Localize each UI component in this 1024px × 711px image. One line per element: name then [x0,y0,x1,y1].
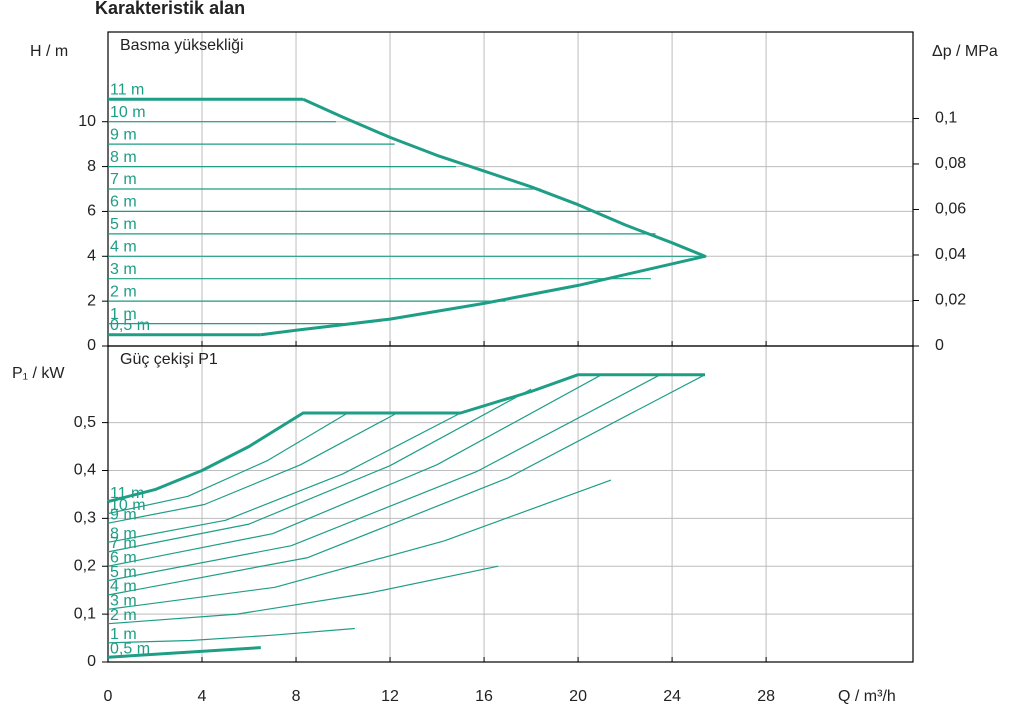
x-tick-label: 16 [475,688,493,705]
series-line [107,646,261,659]
x-tick-label: 8 [292,688,301,705]
series-label: 8 m [110,526,137,543]
series-line [107,373,705,504]
y-tick-label: 2 [87,292,96,309]
series-label: 4 m [110,239,137,256]
series-line [107,565,499,625]
series-line [260,97,707,337]
y2-tick-label: 0,06 [935,201,966,218]
series-label: 6 m [110,194,137,211]
y-tick-label: 6 [87,203,96,220]
series-label: 8 m [110,149,137,166]
y2-tick-label: 0,1 [935,110,957,127]
series-label: 0,5 m [110,317,150,334]
series-line [107,412,349,515]
y-tick-label: 0,1 [74,605,96,622]
series-label: 2 m [110,607,137,624]
y-tick-label: 4 [87,248,96,265]
series-label: 1 m [110,626,137,643]
series-label: 9 m [110,126,137,143]
y2-tick-label: 0,08 [935,155,966,172]
series-line [107,412,461,543]
series-line [107,412,398,524]
y-tick-label: 0,4 [74,462,96,479]
series-label: 3 m [110,261,137,278]
series-label: 10 m [110,104,146,121]
y2-tick-label: 0 [935,337,944,354]
x-tick-label: 28 [757,688,775,705]
series-label: 5 m [110,564,137,581]
series-label: 1 m [110,306,137,323]
y2-tick-label: 0,02 [935,292,966,309]
panel-label: Basma yüksekliği [120,37,244,54]
series-line [107,479,612,610]
chart-title: Karakteristik alan [95,0,245,18]
y2-tick-label: 0,04 [935,246,966,263]
x-axis-label: Q / m³/h [838,688,896,705]
x-tick-label: 24 [663,688,681,705]
y-tick-label: 8 [87,158,96,175]
series-label: 7 m [110,171,137,188]
y-axis-label: P₁ / kW [12,365,65,382]
series-label: 11 m [110,82,144,99]
series-label: 10 m [110,497,146,514]
series-label: 4 m [110,578,137,595]
series-line [107,374,706,596]
y2-axis-label: Δp / MPa [932,43,998,60]
series-label: 9 m [110,506,137,523]
series-line [107,374,661,582]
plot-frame [107,345,914,663]
series-line [107,627,355,644]
y-tick-label: 0,3 [74,510,96,527]
x-tick-label: 20 [569,688,587,705]
series-line [107,374,602,567]
y-tick-label: 0,5 [74,414,96,431]
y-tick-label: 10 [78,113,96,130]
series-label: 7 m [110,535,137,552]
series-line [107,388,532,553]
y-axis-label: H / m [30,43,68,60]
x-tick-label: 0 [104,688,113,705]
series-label: 6 m [110,549,137,566]
series-label: 5 m [110,216,137,233]
series-label: 2 m [110,283,137,300]
series-label: 11 m [110,485,144,502]
panel-label: Güç çekişi P1 [120,351,218,368]
y-tick-label: 0 [87,653,96,670]
y-tick-label: 0,2 [74,557,96,574]
series-label: 3 m [110,593,137,610]
x-tick-label: 12 [381,688,399,705]
series-label: 0,5 m [110,640,150,657]
x-tick-label: 4 [198,688,207,705]
y-tick-label: 0 [87,337,96,354]
